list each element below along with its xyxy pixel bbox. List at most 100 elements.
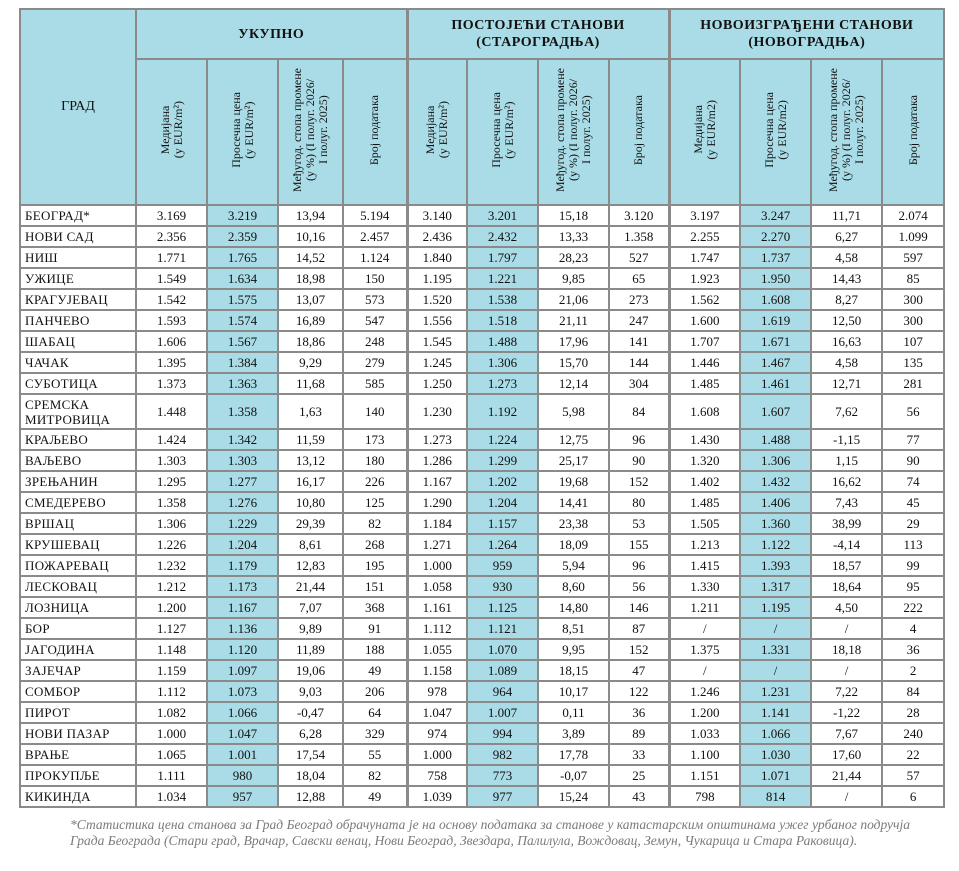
- new-median-cell: 1.430: [667, 428, 742, 451]
- new-annual-change-cell: 6,27: [810, 225, 884, 248]
- total-median-cell: 1.034: [135, 785, 208, 808]
- existing-median-cell: 1.290: [405, 491, 469, 514]
- new-average-price-cell: 1.950: [739, 267, 813, 290]
- new-data-count-cell: 77: [881, 428, 946, 451]
- total-average-price-cell: 1.634: [206, 267, 279, 290]
- existing-annual-change-cell: -0,07: [537, 764, 611, 787]
- subheader-new-median: Медијана (у EUR/m2): [667, 58, 742, 206]
- existing-data-count-cell: 527: [608, 246, 671, 269]
- new-average-price-cell: 1.619: [739, 309, 813, 332]
- new-data-count-cell: 300: [881, 288, 946, 311]
- existing-data-count-cell: 53: [608, 512, 671, 535]
- new-annual-change-cell: -1,15: [810, 428, 884, 451]
- new-data-count-cell: 99: [881, 554, 946, 577]
- existing-median-cell: 1.840: [405, 246, 469, 269]
- new-median-cell: 1.151: [667, 764, 742, 787]
- total-annual-change-cell: 21,44: [277, 575, 344, 598]
- new-average-price-cell: 814: [739, 785, 813, 808]
- subheader-total-annual-change: Међугод. стопа промене (у %) (I полуг. 2…: [277, 58, 344, 206]
- table-row: БЕОГРАД* 3.169 3.219 13,94 5.194 3.140 3.201 15…: [19, 204, 946, 227]
- new-average-price-cell: 1.066: [739, 722, 813, 745]
- new-data-count-cell: 45: [881, 491, 946, 514]
- existing-annual-change-cell: 15,24: [537, 785, 611, 808]
- table-row: ПРОКУПЉЕ 1.111 980 18,04 82 758 773 -0,07 25 1.15…: [19, 764, 946, 787]
- total-data-count-cell: 547: [341, 309, 409, 332]
- new-annual-change-cell: /: [810, 617, 884, 640]
- new-annual-change-cell: 1,15: [810, 449, 884, 472]
- subheader-total-average-price: Просечна цена (у EUR/m²): [206, 58, 279, 206]
- total-data-count-cell: 82: [341, 512, 409, 535]
- total-median-cell: 1.395: [135, 351, 208, 374]
- existing-average-price-cell: 982: [466, 743, 540, 766]
- existing-median-cell: 3.140: [405, 204, 469, 227]
- total-annual-change-cell: 12,83: [277, 554, 344, 577]
- total-average-price-cell: 1.120: [206, 638, 279, 661]
- total-average-price-cell: 1.575: [206, 288, 279, 311]
- city-name-cell: ШАБАЦ: [19, 330, 137, 353]
- total-average-price-cell: 1.097: [206, 659, 279, 682]
- new-median-cell: 1.505: [667, 512, 742, 535]
- existing-average-price-cell: 1.007: [466, 701, 540, 724]
- existing-data-count-cell: 96: [608, 554, 671, 577]
- subheader-existing-average-price: Просечна цена (у EUR/m²): [466, 58, 540, 206]
- city-name-cell: ПАНЧЕВО: [19, 309, 137, 332]
- existing-average-price-cell: 1.264: [466, 533, 540, 556]
- total-median-cell: 1.424: [135, 428, 208, 451]
- new-data-count-cell: 85: [881, 267, 946, 290]
- total-median-cell: 1.295: [135, 470, 208, 493]
- total-median-cell: 1.549: [135, 267, 208, 290]
- city-name-cell: ПОЖАРЕВАЦ: [19, 554, 137, 577]
- total-median-cell: 1.306: [135, 512, 208, 535]
- existing-median-cell: 978: [405, 680, 469, 703]
- total-annual-change-cell: 16,89: [277, 309, 344, 332]
- total-median-cell: 1.542: [135, 288, 208, 311]
- new-median-cell: 1.446: [667, 351, 742, 374]
- existing-annual-change-cell: 15,18: [537, 204, 611, 227]
- new-data-count-cell: 57: [881, 764, 946, 787]
- city-name-cell: СМЕДЕРЕВО: [19, 491, 137, 514]
- total-median-cell: 1.200: [135, 596, 208, 619]
- new-data-count-cell: 107: [881, 330, 946, 353]
- total-average-price-cell: 1.765: [206, 246, 279, 269]
- existing-annual-change-cell: 5,98: [537, 393, 611, 430]
- table-row: КРАЉЕВО 1.424 1.342 11,59 173 1.273 1.224 12,75…: [19, 428, 946, 451]
- total-annual-change-cell: 19,06: [277, 659, 344, 682]
- existing-average-price-cell: 1.538: [466, 288, 540, 311]
- city-name-cell: КРАГУЈЕВАЦ: [19, 288, 137, 311]
- new-average-price-cell: /: [739, 617, 813, 640]
- new-median-cell: 1.415: [667, 554, 742, 577]
- total-annual-change-cell: 13,07: [277, 288, 344, 311]
- new-median-cell: 1.485: [667, 372, 742, 395]
- existing-median-cell: 1.556: [405, 309, 469, 332]
- new-average-price-cell: 1.406: [739, 491, 813, 514]
- total-data-count-cell: 368: [341, 596, 409, 619]
- new-average-price-cell: 1.467: [739, 351, 813, 374]
- existing-annual-change-cell: 17,78: [537, 743, 611, 766]
- new-average-price-cell: 1.671: [739, 330, 813, 353]
- total-average-price-cell: 1.363: [206, 372, 279, 395]
- existing-annual-change-cell: 9,95: [537, 638, 611, 661]
- total-average-price-cell: 1.179: [206, 554, 279, 577]
- new-annual-change-cell: 18,64: [810, 575, 884, 598]
- new-average-price-cell: /: [739, 659, 813, 682]
- total-average-price-cell: 1.173: [206, 575, 279, 598]
- existing-median-cell: 1.047: [405, 701, 469, 724]
- new-average-price-cell: 1.488: [739, 428, 813, 451]
- new-data-count-cell: 597: [881, 246, 946, 269]
- city-name-cell: НИШ: [19, 246, 137, 269]
- existing-annual-change-cell: 15,70: [537, 351, 611, 374]
- total-median-cell: 1.358: [135, 491, 208, 514]
- city-name-cell: ЈАГОДИНА: [19, 638, 137, 661]
- total-annual-change-cell: 11,59: [277, 428, 344, 451]
- new-annual-change-cell: 12,50: [810, 309, 884, 332]
- total-data-count-cell: 195: [341, 554, 409, 577]
- existing-data-count-cell: 33: [608, 743, 671, 766]
- city-name-cell: КРАЉЕВО: [19, 428, 137, 451]
- group-header-existing: ПОСТОЈЕЋИ СТАНОВИ (СТАРОГРАДЊА): [405, 8, 671, 60]
- total-annual-change-cell: 17,54: [277, 743, 344, 766]
- existing-median-cell: 1.055: [405, 638, 469, 661]
- existing-data-count-cell: 304: [608, 372, 671, 395]
- new-median-cell: 1.608: [667, 393, 742, 430]
- total-average-price-cell: 1.001: [206, 743, 279, 766]
- total-median-cell: 2.356: [135, 225, 208, 248]
